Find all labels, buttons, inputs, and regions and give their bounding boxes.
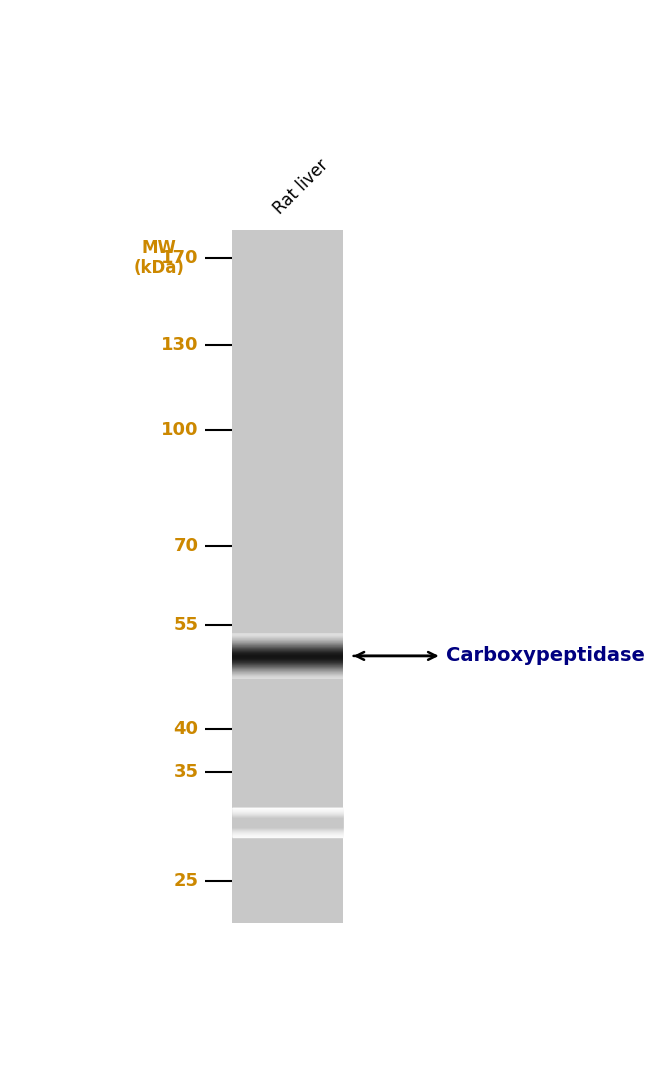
Text: 35: 35 — [174, 763, 199, 780]
Text: 170: 170 — [161, 248, 199, 267]
Bar — [233, 230, 343, 924]
Text: Carboxypeptidase M: Carboxypeptidase M — [447, 646, 650, 666]
Text: 40: 40 — [174, 720, 199, 737]
Text: 55: 55 — [174, 616, 199, 634]
Text: Rat liver: Rat liver — [270, 156, 332, 218]
Text: 100: 100 — [161, 422, 199, 439]
Text: 70: 70 — [174, 538, 199, 555]
Text: MW
(kDa): MW (kDa) — [134, 238, 185, 278]
Text: 25: 25 — [174, 873, 199, 890]
Text: 130: 130 — [161, 336, 199, 354]
